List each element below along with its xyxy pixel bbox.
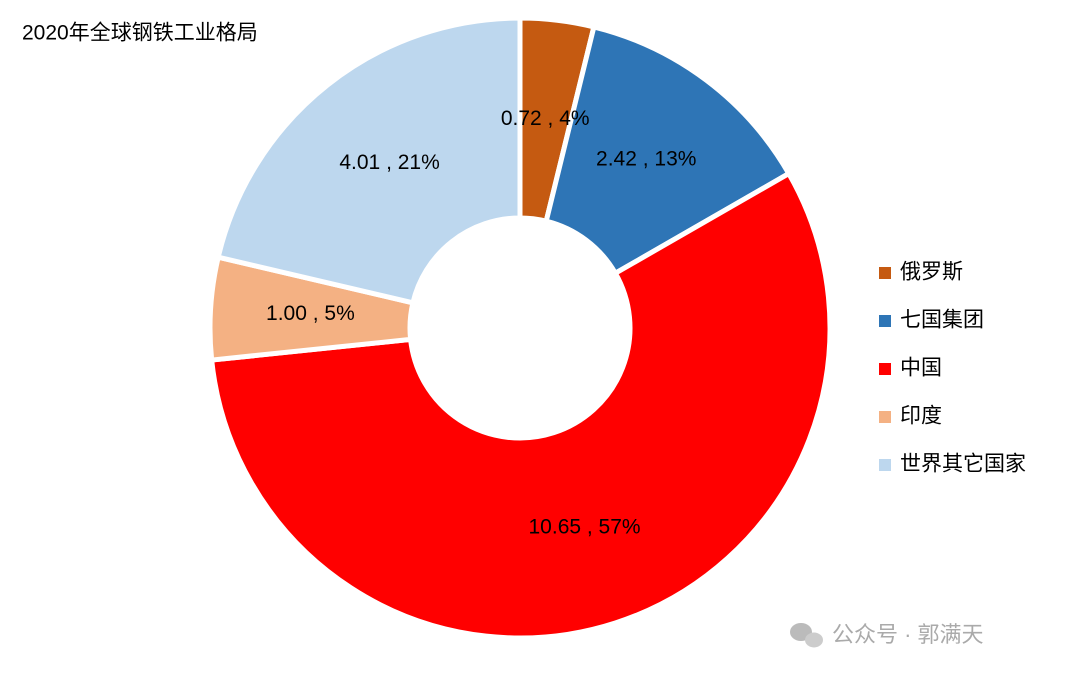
legend-swatch <box>879 459 891 471</box>
donut-segment <box>208 170 833 641</box>
legend-swatch <box>879 411 891 423</box>
legend-label: 七国集团 <box>900 309 984 332</box>
legend-label: 世界其它国家 <box>900 453 1026 476</box>
data-label: 0.72 , 4% <box>501 107 590 130</box>
donut-segment <box>215 15 523 306</box>
data-label: 1.00 , 5% <box>266 302 355 325</box>
legend-swatch <box>879 315 891 327</box>
watermark-icon <box>790 623 823 648</box>
watermark: 公众号 · 郭满天 <box>832 622 984 647</box>
data-label: 2.42 , 13% <box>596 148 696 171</box>
chart-title: 2020年全球钢铁工业格局 <box>22 22 258 45</box>
legend-swatch <box>879 363 891 375</box>
data-label: 4.01 , 21% <box>339 151 439 174</box>
legend-label: 印度 <box>900 405 942 428</box>
data-label: 10.65 , 57% <box>529 515 641 538</box>
legend-label: 俄罗斯 <box>900 261 963 284</box>
legend-swatch <box>879 267 891 279</box>
legend-label: 中国 <box>900 357 942 380</box>
donut-segment <box>543 23 793 277</box>
